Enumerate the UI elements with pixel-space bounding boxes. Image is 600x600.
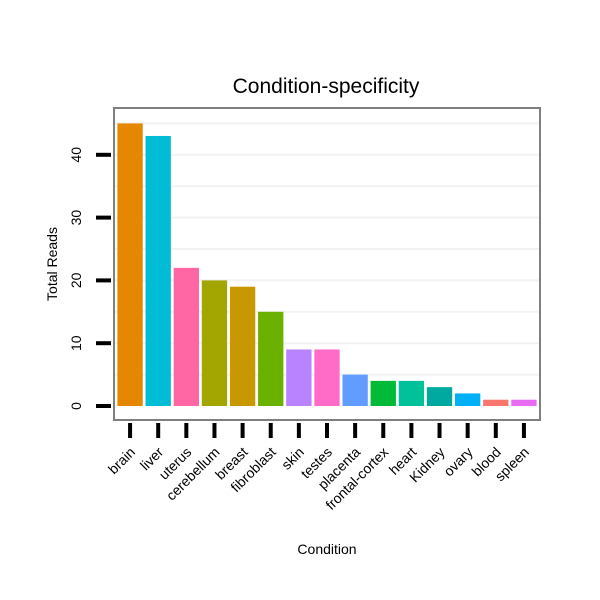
bar-skin <box>286 349 312 406</box>
bars <box>117 123 537 407</box>
y-tick-label: 10 <box>68 335 84 351</box>
bar-cerebellum <box>201 280 228 406</box>
bar-kidney <box>426 387 453 406</box>
chart-title: Condition-specificity <box>233 75 420 98</box>
bar-frontal-cortex <box>370 380 396 406</box>
bar-uterus <box>173 267 199 406</box>
bar-placenta <box>342 374 368 406</box>
bar-breast <box>229 286 256 406</box>
bar-brain <box>117 123 143 407</box>
x-tick-label-ovary: ovary <box>440 444 476 480</box>
y-axis: 0 10 20 30 40 <box>68 147 111 410</box>
y-tick-label: 40 <box>68 147 84 163</box>
bar-liver <box>145 135 171 406</box>
bar-spleen <box>511 399 537 406</box>
bar-ovary <box>455 393 481 406</box>
bar-blood <box>483 399 509 406</box>
y-tick-label: 20 <box>68 272 84 288</box>
bar-fibroblast <box>258 311 284 406</box>
bar-heart <box>398 380 425 406</box>
y-tick-label: 0 <box>68 402 84 410</box>
y-tick-label: 30 <box>68 210 84 226</box>
x-axis-label: Condition <box>297 541 356 557</box>
y-axis-label: Total Reads <box>44 227 60 301</box>
plot-frame <box>113 107 541 421</box>
x-axis: brainliveruteruscerebellumbreastfibrobla… <box>105 423 532 513</box>
x-tick-label-brain: brain <box>105 444 138 477</box>
bar-testes <box>314 349 340 406</box>
